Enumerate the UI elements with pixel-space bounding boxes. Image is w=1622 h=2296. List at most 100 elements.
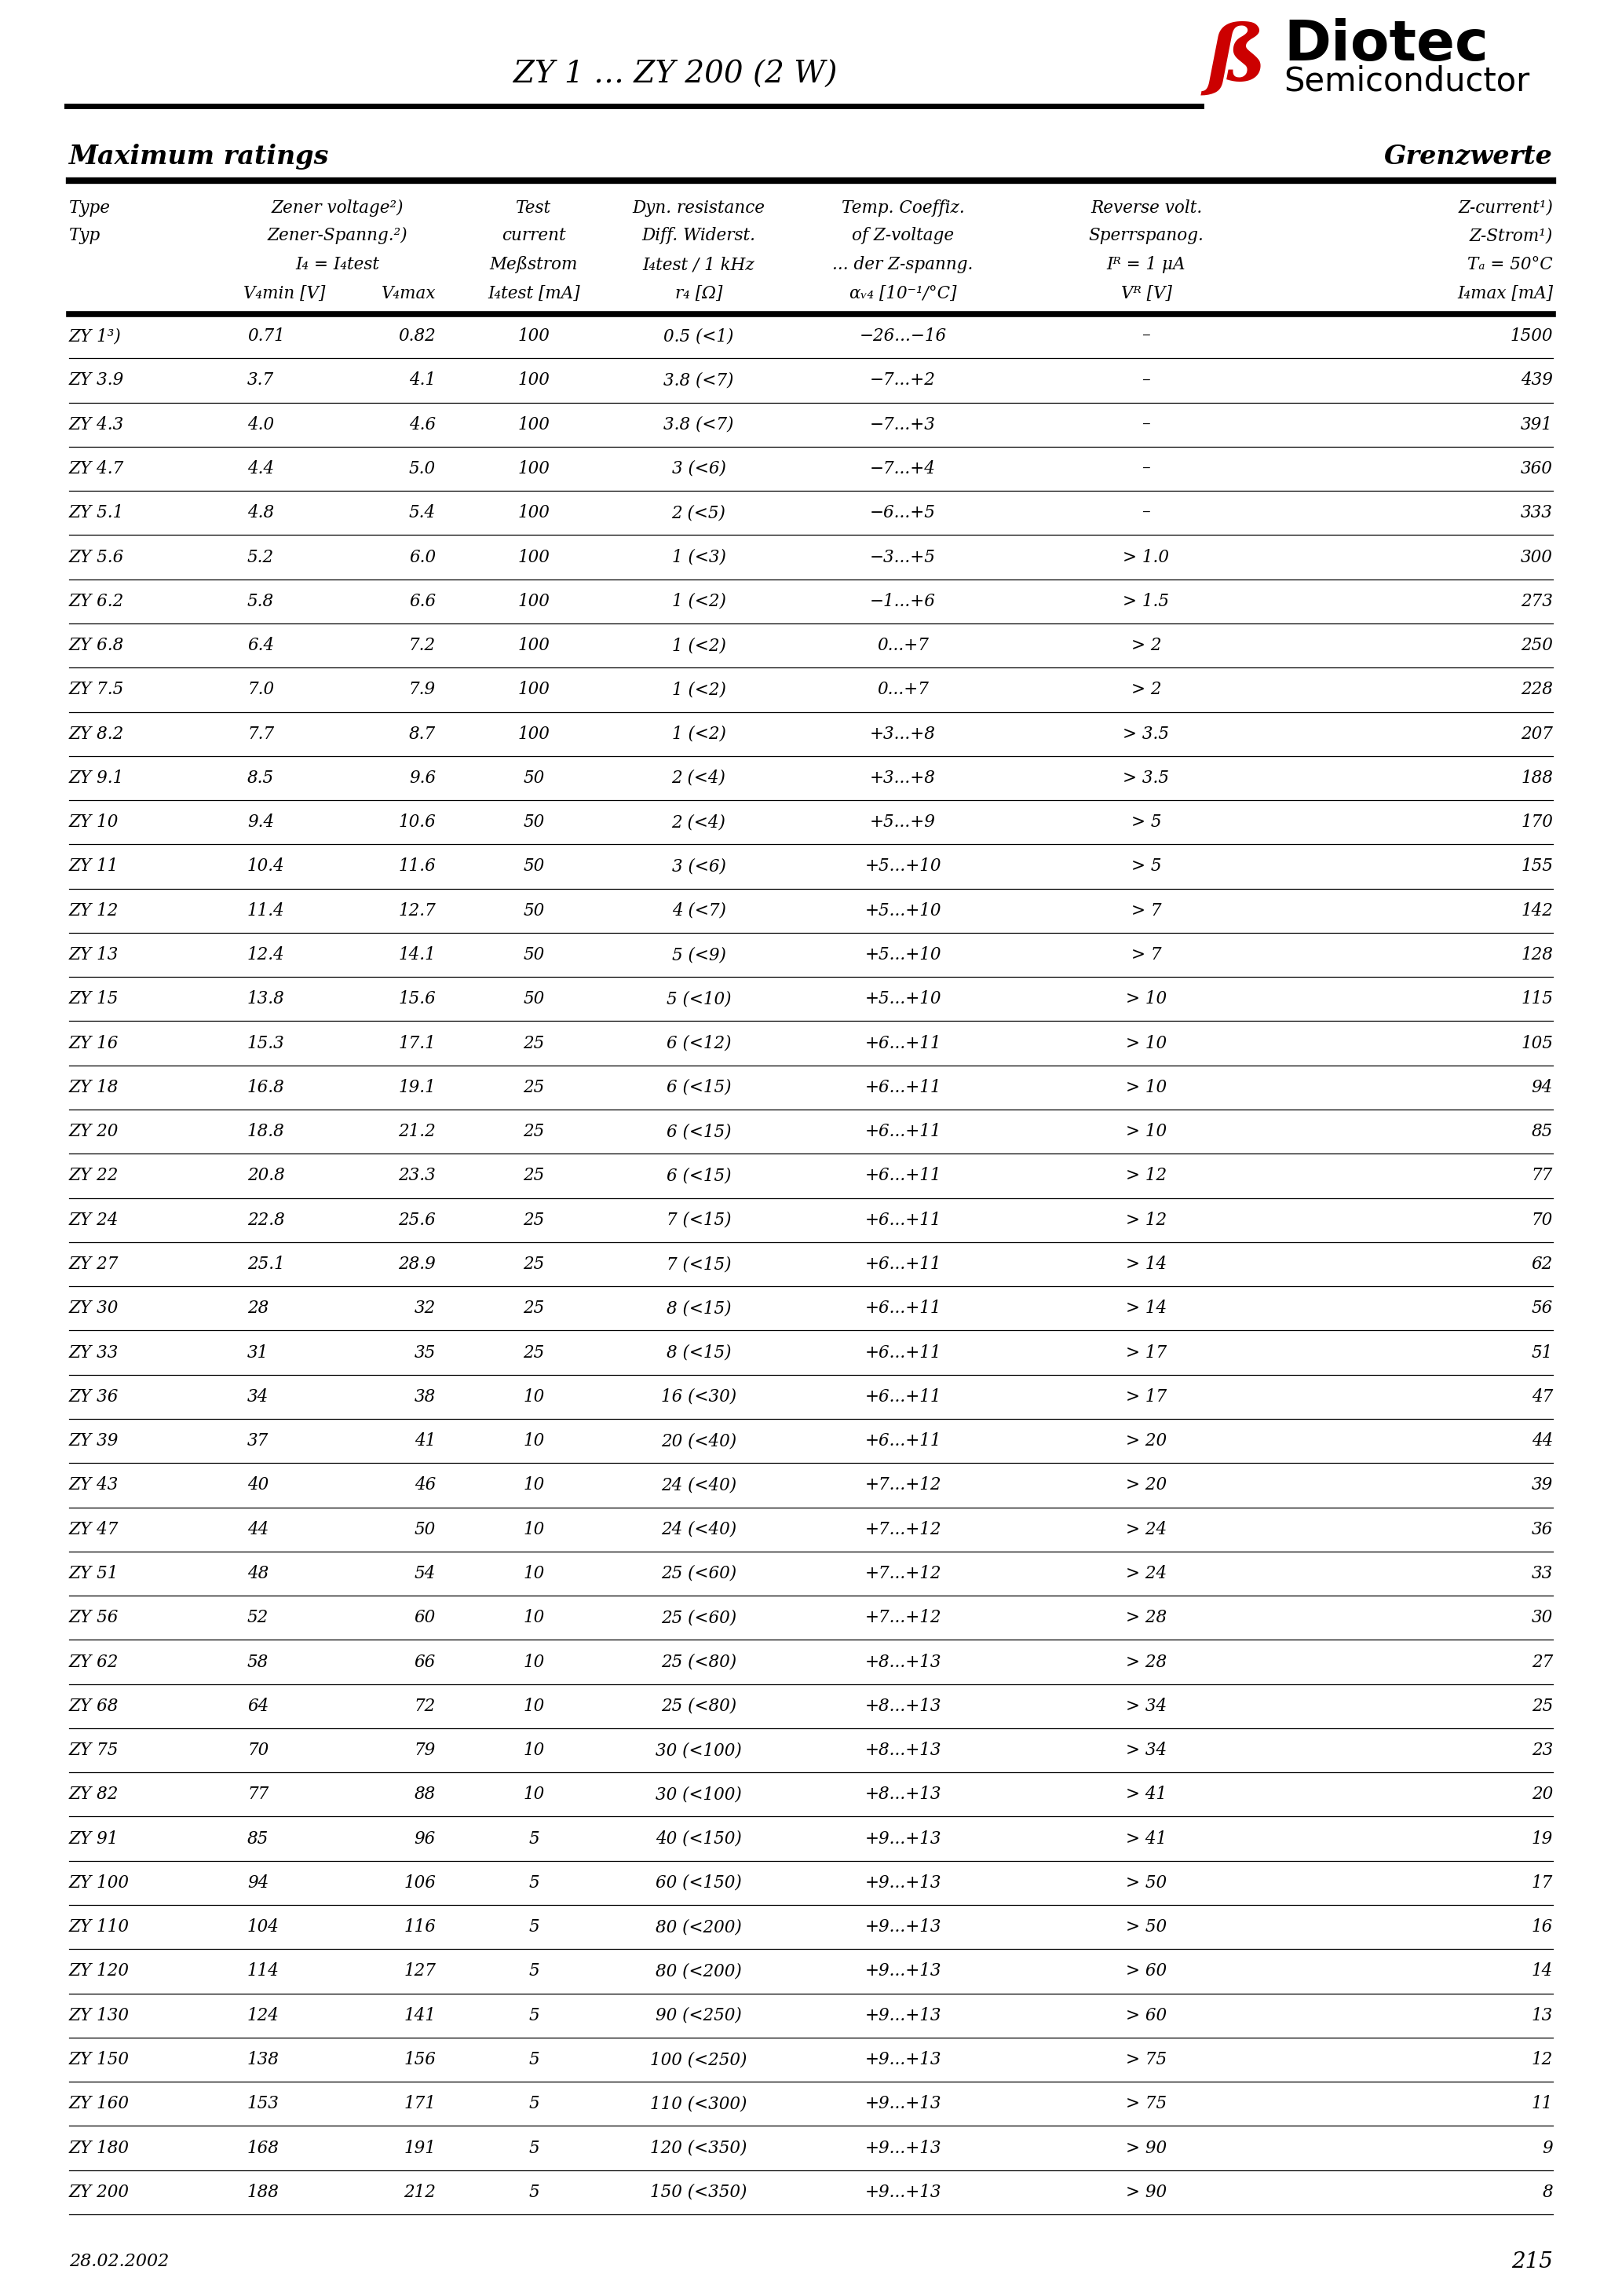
Text: ZY 1³): ZY 1³): [70, 328, 122, 344]
Text: ZY 47: ZY 47: [70, 1520, 118, 1538]
Text: 19: 19: [1531, 1830, 1552, 1848]
Text: Diff. Widerst.: Diff. Widerst.: [642, 227, 756, 243]
Text: 16.8: 16.8: [247, 1079, 285, 1095]
Text: 5.2: 5.2: [247, 549, 274, 565]
Text: 25 (<60): 25 (<60): [662, 1609, 736, 1626]
Text: 212: 212: [404, 2183, 436, 2202]
Text: +8...+13: +8...+13: [865, 1786, 941, 1802]
Text: 6.0: 6.0: [409, 549, 436, 565]
Text: Zener voltage²): Zener voltage²): [271, 200, 404, 216]
Text: 0...+7: 0...+7: [878, 682, 929, 698]
Text: > 10: > 10: [1126, 1035, 1166, 1052]
Text: ZY 200: ZY 200: [70, 2183, 130, 2202]
Text: 10: 10: [524, 1609, 545, 1626]
Text: 6.4: 6.4: [247, 636, 274, 654]
Text: > 90: > 90: [1126, 2183, 1166, 2202]
Text: 5: 5: [529, 2096, 539, 2112]
Text: 44: 44: [1531, 1433, 1552, 1449]
Text: 32: 32: [414, 1300, 436, 1318]
Text: +3...+8: +3...+8: [869, 769, 936, 788]
Text: > 12: > 12: [1126, 1212, 1166, 1228]
Text: Iᴿ = 1 μA: Iᴿ = 1 μA: [1106, 255, 1186, 273]
Text: ZY 5.6: ZY 5.6: [70, 549, 125, 565]
Text: 50: 50: [524, 769, 545, 788]
Text: 10: 10: [524, 1520, 545, 1538]
Text: 120 (<350): 120 (<350): [650, 2140, 748, 2156]
Text: 25: 25: [524, 1212, 545, 1228]
Text: > 2: > 2: [1131, 636, 1161, 654]
Text: 22.8: 22.8: [247, 1212, 285, 1228]
Text: 100: 100: [517, 682, 550, 698]
Text: 5 (<10): 5 (<10): [667, 990, 732, 1008]
Text: ZY 39: ZY 39: [70, 1433, 118, 1449]
Text: 24 (<40): 24 (<40): [662, 1476, 736, 1495]
Text: 4 (<7): 4 (<7): [672, 902, 725, 918]
Text: 60 (<150): 60 (<150): [655, 1874, 741, 1892]
Text: 60: 60: [414, 1609, 436, 1626]
Text: ZY 13: ZY 13: [70, 946, 118, 964]
Text: −7...+3: −7...+3: [869, 416, 936, 434]
Text: 20 (<40): 20 (<40): [662, 1433, 736, 1449]
Text: 6 (<15): 6 (<15): [667, 1079, 732, 1095]
Text: 4.0: 4.0: [247, 416, 274, 434]
Text: 77: 77: [1531, 1166, 1552, 1185]
Text: 10: 10: [524, 1697, 545, 1715]
Text: 17.1: 17.1: [399, 1035, 436, 1052]
Text: I₄ = I₄test: I₄ = I₄test: [295, 255, 380, 273]
Text: ZY 10: ZY 10: [70, 813, 118, 831]
Text: 360: 360: [1521, 459, 1552, 478]
Text: 88: 88: [414, 1786, 436, 1802]
Text: ZY 9.1: ZY 9.1: [70, 769, 125, 788]
Text: −26...−16: −26...−16: [860, 328, 947, 344]
Text: 25.6: 25.6: [399, 1212, 436, 1228]
Text: 150 (<350): 150 (<350): [650, 2183, 748, 2202]
Text: > 3.5: > 3.5: [1122, 769, 1169, 788]
Text: 47: 47: [1531, 1389, 1552, 1405]
Text: Vᴿ [V]: Vᴿ [V]: [1121, 285, 1171, 303]
Text: +9...+13: +9...+13: [865, 1874, 941, 1892]
Text: αᵥ₄ [10⁻¹/°C]: αᵥ₄ [10⁻¹/°C]: [850, 285, 957, 303]
Text: 105: 105: [1521, 1035, 1552, 1052]
Text: > 50: > 50: [1126, 1919, 1166, 1936]
Text: Typ: Typ: [70, 227, 101, 243]
Text: 7 (<15): 7 (<15): [667, 1212, 732, 1228]
Text: 0...+7: 0...+7: [878, 636, 929, 654]
Text: > 41: > 41: [1126, 1786, 1166, 1802]
Text: 77: 77: [247, 1786, 269, 1802]
Text: 13: 13: [1531, 2007, 1552, 2025]
Text: 141: 141: [404, 2007, 436, 2025]
Text: 25: 25: [524, 1079, 545, 1095]
Text: > 75: > 75: [1126, 2096, 1166, 2112]
Text: ZY 56: ZY 56: [70, 1609, 118, 1626]
Text: Dyn. resistance: Dyn. resistance: [633, 200, 766, 216]
Text: +6...+11: +6...+11: [865, 1433, 941, 1449]
Text: 50: 50: [524, 902, 545, 918]
Text: 1 (<2): 1 (<2): [672, 636, 725, 654]
Text: V₄min [V]: V₄min [V]: [243, 285, 326, 303]
Text: ß: ß: [1207, 21, 1267, 96]
Text: > 7: > 7: [1131, 946, 1161, 964]
Text: 439: 439: [1521, 372, 1552, 388]
Text: 7 (<15): 7 (<15): [667, 1256, 732, 1272]
Text: 50: 50: [524, 859, 545, 875]
Text: 24 (<40): 24 (<40): [662, 1520, 736, 1538]
Text: 56: 56: [1531, 1300, 1552, 1318]
Text: 41: 41: [414, 1433, 436, 1449]
Text: 25 (<80): 25 (<80): [662, 1697, 736, 1715]
Text: +5...+10: +5...+10: [865, 946, 941, 964]
Text: 12.4: 12.4: [247, 946, 285, 964]
Text: ZY 100: ZY 100: [70, 1874, 130, 1892]
Text: ZY 16: ZY 16: [70, 1035, 118, 1052]
Text: ZY 22: ZY 22: [70, 1166, 118, 1185]
Text: 1 (<2): 1 (<2): [672, 726, 725, 742]
Text: ZY 36: ZY 36: [70, 1389, 118, 1405]
Text: 27: 27: [1531, 1653, 1552, 1671]
Text: 100: 100: [517, 372, 550, 388]
Text: 127: 127: [404, 1963, 436, 1979]
Text: 7.7: 7.7: [247, 726, 274, 742]
Text: 9: 9: [1543, 2140, 1552, 2156]
Text: −6...+5: −6...+5: [869, 505, 936, 521]
Text: Z-current¹): Z-current¹): [1458, 200, 1552, 216]
Text: 16 (<30): 16 (<30): [662, 1389, 736, 1405]
Text: ZY 33: ZY 33: [70, 1343, 118, 1362]
